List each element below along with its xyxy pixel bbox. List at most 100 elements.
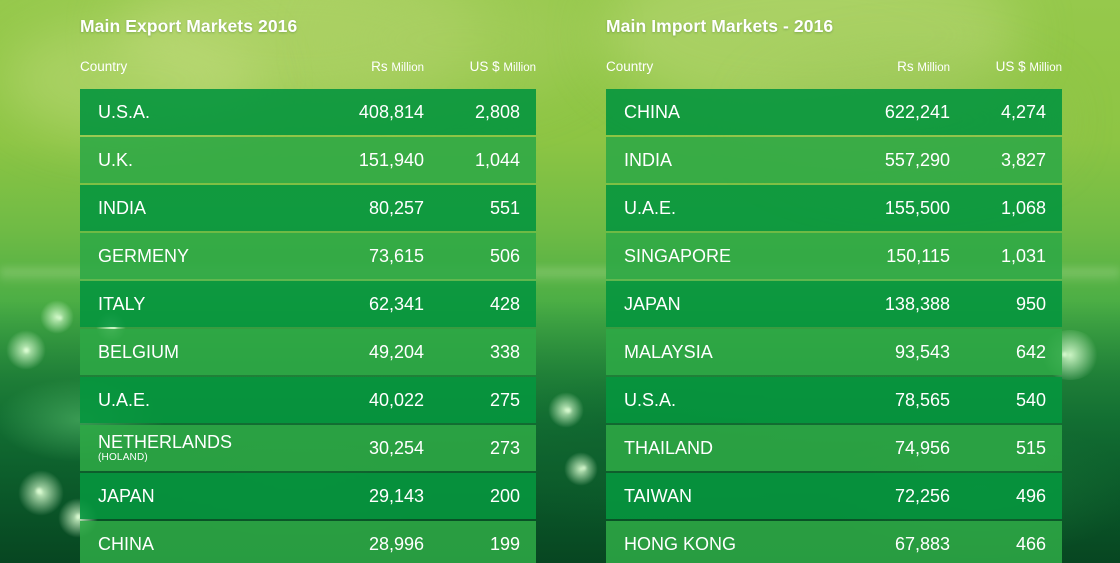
- rs-unit-million: Million: [391, 62, 424, 74]
- cell-us-million: 496: [1015, 485, 1046, 506]
- export-panel-title: Main Export Markets 2016: [80, 16, 298, 36]
- cell-rs-million: 62,341: [368, 293, 424, 314]
- cell-country: U.A.E.: [624, 198, 677, 218]
- table-row: SINGAPORE 150,115 1,031: [606, 233, 1062, 279]
- cell-country: U.A.E.: [98, 390, 151, 410]
- rs-unit: Rs: [371, 59, 388, 74]
- table-row: ITALY 62,341 428: [80, 281, 536, 327]
- cell-us-million: 1,068: [1000, 197, 1046, 218]
- cell-rs-million: 67,883: [894, 533, 950, 554]
- import-markets-table: CHINA 622,241 4,274 INDIA 557,290 3,827 U.A.E.…: [606, 89, 1062, 563]
- cell-rs-million: 29,143: [368, 485, 424, 506]
- light-speck: [566, 408, 571, 413]
- cell-us-million: 506: [489, 245, 520, 266]
- cell-country: CHINA: [98, 534, 155, 554]
- cell-us-million: 1,044: [474, 149, 520, 170]
- cell-us-million: 551: [489, 197, 520, 218]
- light-speck: [582, 466, 586, 470]
- cell-rs-million: 30,254: [368, 437, 424, 458]
- us-unit-million: Million: [1029, 62, 1062, 74]
- column-header-country: Country: [80, 59, 128, 74]
- cell-country-subtitle: (HOLAND): [98, 452, 148, 463]
- light-glow: [564, 452, 598, 486]
- cell-us-million: 3,827: [1000, 149, 1046, 170]
- cell-country: U.S.A.: [624, 390, 677, 410]
- light-speck: [58, 316, 62, 320]
- cell-us-million: 273: [489, 437, 520, 458]
- table-row: JAPAN 29,143 200: [80, 473, 536, 519]
- cell-rs-million: 155,500: [884, 197, 950, 218]
- table-row: TAIWAN 72,256 496: [606, 473, 1062, 519]
- table-row: HONG KONG 67,883 466: [606, 521, 1062, 563]
- cell-us-million: 642: [1015, 341, 1046, 362]
- cell-country: JAPAN: [624, 294, 681, 314]
- cell-rs-million: 151,940: [358, 149, 424, 170]
- cell-us-million: 2,808: [474, 101, 520, 122]
- import-markets-panel: Main Import Markets - 2016 Country Rs Mi…: [606, 0, 1062, 563]
- cell-rs-million: 138,388: [884, 293, 950, 314]
- cell-rs-million: 49,204: [368, 341, 424, 362]
- export-markets-table: U.S.A. 408,814 2,808 U.K. 151,940 1,044 INDIA 8…: [80, 89, 536, 563]
- light-speck: [1062, 352, 1067, 357]
- rs-unit: Rs: [897, 59, 914, 74]
- table-row: CHINA 622,241 4,274: [606, 89, 1062, 135]
- table-row: THAILAND 74,956 515: [606, 425, 1062, 471]
- table-row: NETHERLANDS (HOLAND) 30,254 273: [80, 425, 536, 471]
- export-markets-panel: Main Export Markets 2016 Country Rs Mill…: [80, 0, 536, 563]
- light-speck: [112, 326, 116, 330]
- table-row: INDIA 80,257 551: [80, 185, 536, 231]
- cell-country: ITALY: [98, 294, 146, 314]
- cell-us-million: 466: [1015, 533, 1046, 554]
- cell-us-million: 1,031: [1000, 245, 1046, 266]
- cell-rs-million: 28,996: [368, 533, 424, 554]
- export-column-headers: Country Rs Million US $ Million: [80, 59, 536, 81]
- table-row: GERMENY 73,615 506: [80, 233, 536, 279]
- cell-rs-million: 408,814: [358, 101, 424, 122]
- cell-rs-million: 557,290: [884, 149, 950, 170]
- cell-rs-million: 73,615: [368, 245, 424, 266]
- table-row: BELGIUM 49,204 338: [80, 329, 536, 375]
- table-row: U.S.A. 78,565 540: [606, 377, 1062, 423]
- column-header-country: Country: [606, 59, 654, 74]
- cell-country: THAILAND: [624, 438, 714, 458]
- cell-country: U.S.A.: [98, 102, 151, 122]
- cell-country: HONG KONG: [624, 534, 737, 554]
- cell-us-million: 275: [489, 389, 520, 410]
- cell-rs-million: 93,543: [894, 341, 950, 362]
- table-row: U.S.A. 408,814 2,808: [80, 89, 536, 135]
- cell-rs-million: 72,256: [894, 485, 950, 506]
- table-row: U.K. 151,940 1,044: [80, 137, 536, 183]
- cloud-blob: [330, 0, 590, 100]
- table-row: CHINA 28,996 199: [80, 521, 536, 563]
- cell-rs-million: 80,257: [368, 197, 424, 218]
- column-header-us-million: US $ Million: [950, 59, 1062, 74]
- light-speck: [36, 488, 42, 494]
- cell-rs-million: 622,241: [884, 101, 950, 122]
- cell-country: INDIA: [624, 150, 673, 170]
- table-row: INDIA 557,290 3,827: [606, 137, 1062, 183]
- cell-us-million: 950: [1015, 293, 1046, 314]
- column-header-us-million: US $ Million: [424, 59, 536, 74]
- table-row: MALAYSIA 93,543 642: [606, 329, 1062, 375]
- us-unit-million: Million: [503, 62, 536, 74]
- cell-rs-million: 78,565: [894, 389, 950, 410]
- cell-country: U.K.: [98, 150, 134, 170]
- cell-country: CHINA: [624, 102, 681, 122]
- cell-us-million: 199: [489, 533, 520, 554]
- us-unit: US $: [469, 59, 500, 74]
- import-column-headers: Country Rs Million US $ Million: [606, 59, 1062, 81]
- cell-country: BELGIUM: [98, 342, 180, 362]
- cell-country: INDIA: [98, 198, 147, 218]
- cell-country: SINGAPORE: [624, 246, 732, 266]
- column-header-rs-million: Rs Million: [842, 59, 950, 74]
- light-glow: [40, 300, 74, 334]
- us-unit: US $: [995, 59, 1026, 74]
- cell-us-million: 338: [489, 341, 520, 362]
- cell-country: MALAYSIA: [624, 342, 713, 362]
- column-header-rs-million: Rs Million: [316, 59, 424, 74]
- cell-country: GERMENY: [98, 246, 190, 266]
- rs-unit-million: Million: [917, 62, 950, 74]
- cell-us-million: 515: [1015, 437, 1046, 458]
- cell-rs-million: 74,956: [894, 437, 950, 458]
- cell-country: TAIWAN: [624, 486, 692, 506]
